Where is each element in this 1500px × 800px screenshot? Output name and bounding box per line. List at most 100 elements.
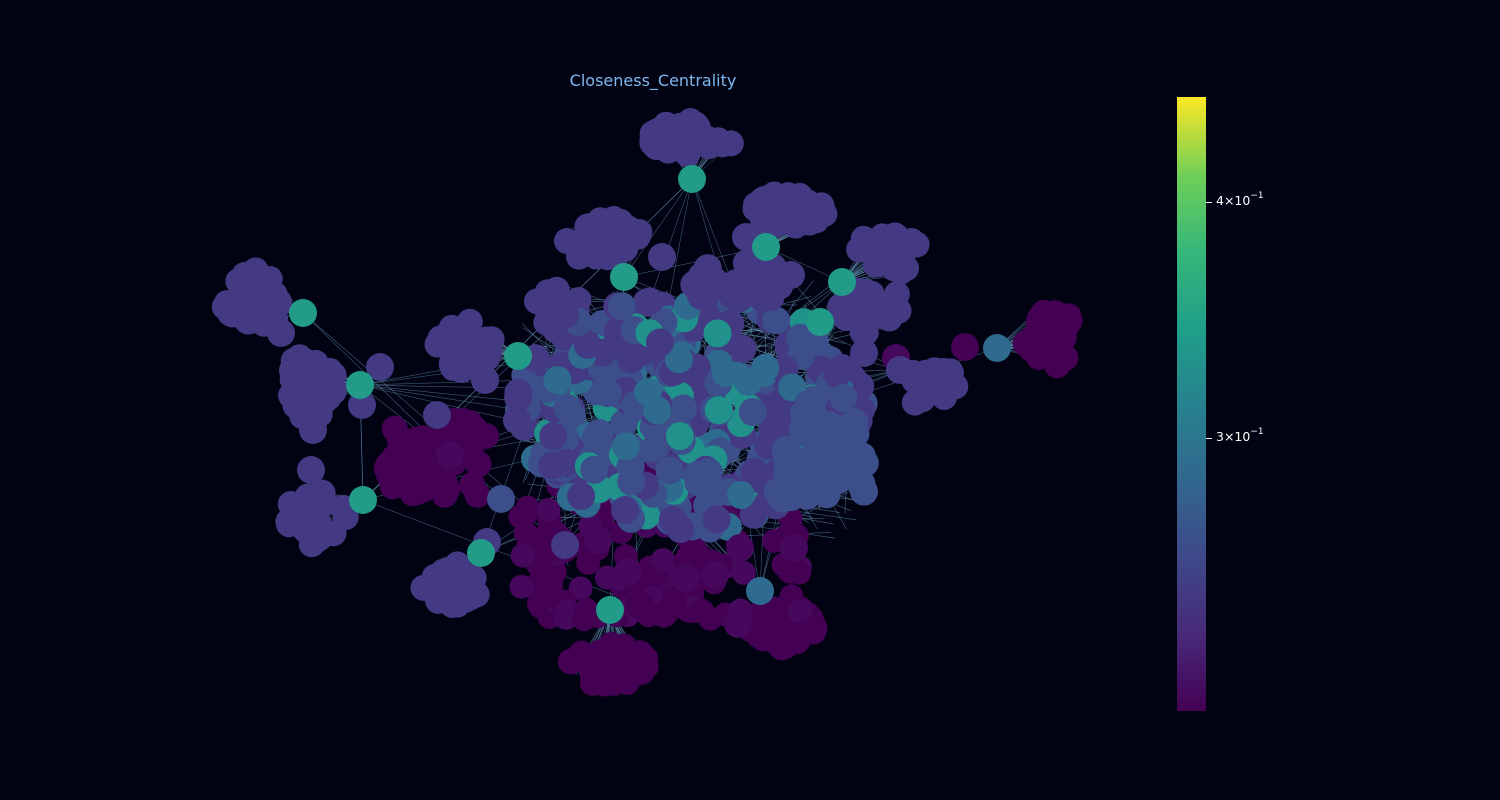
graph-node bbox=[683, 461, 712, 490]
graph-node bbox=[703, 319, 732, 348]
graph-node bbox=[648, 243, 676, 271]
graph-edge bbox=[362, 499, 641, 606]
graph-node bbox=[761, 306, 790, 335]
graph-node bbox=[583, 228, 610, 255]
graph-node bbox=[815, 411, 843, 439]
graph-node bbox=[678, 165, 706, 193]
graph-node bbox=[305, 509, 332, 536]
graph-node bbox=[423, 401, 451, 429]
graph-node bbox=[459, 471, 486, 498]
graph-node bbox=[504, 342, 532, 370]
graph-node bbox=[698, 606, 723, 631]
graph-node bbox=[734, 368, 762, 396]
graph-node bbox=[655, 456, 684, 485]
node-layer bbox=[211, 108, 1083, 697]
graph-node bbox=[536, 497, 561, 522]
graph-node bbox=[773, 479, 802, 508]
graph-node bbox=[672, 564, 700, 592]
graph-node bbox=[677, 108, 704, 135]
graph-node bbox=[1050, 324, 1077, 351]
graph-node bbox=[788, 415, 817, 444]
graph-node bbox=[466, 424, 493, 451]
graph-node bbox=[738, 397, 767, 426]
graph-node bbox=[246, 307, 273, 334]
colorbar-tick-0-3 bbox=[1206, 438, 1212, 439]
graph-node bbox=[617, 467, 646, 496]
graph-node bbox=[607, 292, 636, 321]
graph-node bbox=[573, 330, 602, 359]
graph-node bbox=[634, 378, 662, 406]
chart-title: Closeness_Centrality bbox=[569, 71, 737, 90]
graph-node bbox=[567, 481, 596, 510]
graph-node bbox=[539, 422, 568, 451]
graph-node bbox=[304, 356, 331, 383]
graph-node bbox=[568, 576, 593, 601]
graph-node bbox=[812, 479, 841, 508]
graph-node bbox=[808, 192, 835, 219]
graph-node bbox=[448, 583, 475, 610]
graph-node bbox=[760, 209, 787, 236]
graph-node bbox=[510, 543, 535, 568]
graph-node bbox=[612, 432, 641, 461]
graph-node bbox=[504, 383, 533, 412]
graph-node bbox=[740, 458, 769, 487]
graph-node bbox=[299, 416, 327, 444]
graph-node bbox=[825, 455, 854, 484]
graph-node bbox=[614, 558, 642, 586]
graph-node bbox=[664, 345, 693, 374]
graph-node bbox=[553, 393, 582, 422]
graph-node bbox=[515, 495, 540, 520]
graph-node bbox=[332, 503, 359, 530]
graph-node bbox=[487, 485, 515, 513]
graph-node bbox=[724, 610, 752, 638]
graph-node bbox=[889, 238, 916, 265]
graph-node bbox=[761, 181, 788, 208]
graph-node bbox=[275, 508, 302, 535]
graph-node bbox=[551, 531, 579, 559]
graph-node bbox=[701, 561, 729, 589]
graph-node bbox=[412, 438, 439, 465]
graph-node bbox=[827, 353, 856, 382]
graph-node bbox=[553, 228, 580, 255]
graph-node bbox=[410, 476, 437, 503]
graph-node bbox=[846, 236, 873, 263]
colorbar-tick-label-0-3: 3×10−1 bbox=[1216, 427, 1264, 445]
graph-node bbox=[289, 299, 317, 327]
graph-node bbox=[213, 290, 240, 317]
graph-node bbox=[787, 599, 812, 624]
graph-node bbox=[658, 506, 687, 535]
colorbar bbox=[1177, 97, 1206, 711]
graph-node bbox=[626, 591, 654, 619]
graph-node bbox=[267, 319, 295, 347]
graph-node bbox=[593, 379, 622, 408]
graph-node bbox=[1043, 345, 1070, 372]
graph-node bbox=[247, 269, 274, 296]
graph-node bbox=[580, 455, 609, 484]
graph-node bbox=[584, 526, 612, 554]
graph-node bbox=[983, 334, 1011, 362]
graph-node bbox=[706, 130, 733, 157]
graph-node bbox=[662, 589, 687, 614]
graph-node bbox=[543, 366, 572, 395]
graph-node bbox=[951, 333, 979, 361]
graph-node bbox=[786, 323, 815, 352]
graph-node bbox=[828, 268, 856, 296]
graph-node bbox=[385, 457, 412, 484]
graph-node bbox=[777, 261, 805, 289]
graph-edge bbox=[623, 178, 693, 278]
graph-node bbox=[829, 384, 858, 413]
graph-node bbox=[349, 486, 377, 514]
graph-node bbox=[451, 344, 478, 371]
graph-node bbox=[596, 596, 624, 624]
graph-node bbox=[366, 353, 394, 381]
graph-node bbox=[286, 344, 313, 371]
graph-node bbox=[806, 308, 834, 336]
graph-node bbox=[614, 215, 641, 242]
graph-node bbox=[702, 505, 731, 534]
graph-node bbox=[772, 633, 799, 660]
graph-node bbox=[478, 326, 505, 353]
graph-node bbox=[726, 534, 754, 562]
graph-node bbox=[901, 389, 928, 416]
graph-node bbox=[299, 486, 326, 513]
graph-node bbox=[726, 481, 755, 510]
